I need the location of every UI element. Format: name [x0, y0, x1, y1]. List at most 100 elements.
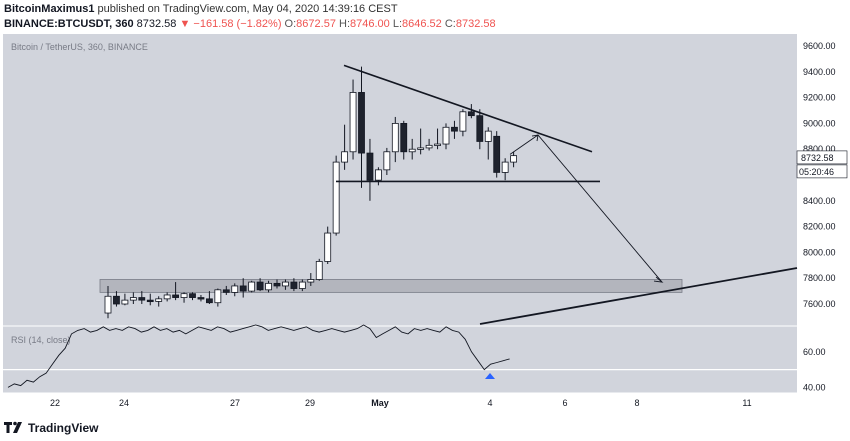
time-axis[interactable]: 22 24 27 29 May 4 6 8 11 — [50, 398, 752, 408]
candle-body[interactable] — [172, 294, 180, 298]
candle-body[interactable] — [315, 261, 323, 280]
candle-body[interactable] — [476, 115, 484, 142]
resistance-line[interactable] — [343, 64, 593, 153]
close-label: C: — [444, 18, 456, 30]
price-change: ▼ −161.58 (−1.82%) — [179, 18, 282, 30]
candle-body[interactable] — [307, 279, 315, 283]
candle-body[interactable] — [256, 281, 264, 291]
projection-arrowhead-down — [653, 276, 664, 283]
candle-body[interactable] — [121, 299, 129, 305]
candle-body[interactable] — [265, 282, 272, 291]
candle-body[interactable] — [332, 161, 340, 234]
candle-body[interactable] — [425, 144, 433, 149]
rsi-axis[interactable]: 60.00 40.00 — [803, 347, 826, 393]
candle-body[interactable] — [400, 123, 408, 153]
time-axis-label: 6 — [562, 398, 567, 408]
publish-info: BitcoinMaximus1 published on TradingView… — [4, 3, 398, 15]
ohlc-legend: BINANCE:BTCUSDT, 360 8732.58 ▼ −161.58 (… — [4, 18, 496, 30]
last-price-badge — [796, 150, 848, 165]
candle-body[interactable] — [146, 299, 154, 303]
tradingview-logo-icon[interactable] — [4, 420, 24, 434]
candle-body[interactable] — [290, 281, 298, 289]
price-axis-label: 8200.00 — [803, 222, 836, 232]
candle-body[interactable] — [222, 289, 230, 293]
candle-body[interactable] — [155, 298, 163, 302]
candle-body[interactable] — [189, 293, 196, 298]
candle-body[interactable] — [442, 126, 450, 145]
price-axis-label: 9400.00 — [803, 67, 836, 77]
candle-body[interactable] — [391, 123, 399, 153]
price-axis-label: 9600.00 — [803, 41, 836, 51]
candle-body[interactable] — [383, 151, 391, 171]
price-axis[interactable]: 9600.009400.009200.009000.008800.008600.… — [803, 41, 836, 309]
time-axis-label: May — [371, 398, 389, 408]
candle-body[interactable] — [248, 281, 256, 292]
close-value: 8732.58 — [455, 18, 496, 30]
last-price-label: 8732.58 — [801, 153, 834, 163]
candle-body[interactable] — [205, 298, 213, 304]
candle-body[interactable] — [366, 152, 374, 181]
tradingview-brand[interactable]: TradingView — [28, 421, 99, 435]
candle-body[interactable] — [417, 147, 425, 150]
candle-body[interactable] — [113, 295, 120, 305]
footer: TradingView — [0, 415, 850, 441]
rsi-axis-label: 60.00 — [803, 347, 826, 357]
candle-body[interactable] — [459, 111, 467, 132]
high-value: 8746.00 — [350, 18, 390, 30]
rsi-axis-label: 40.00 — [803, 382, 826, 392]
time-axis-label: 27 — [230, 398, 240, 408]
candle-body[interactable] — [467, 111, 475, 117]
candlestick-series[interactable] — [104, 66, 518, 319]
time-axis-label: 24 — [119, 398, 129, 408]
candle-body[interactable] — [197, 297, 205, 300]
symbol-label[interactable]: BINANCE:BTCUSDT, 360 — [4, 18, 134, 30]
candle-body[interactable] — [138, 297, 146, 301]
drawing-tools[interactable] — [336, 64, 798, 325]
low-label: L: — [392, 18, 403, 30]
countdown-label: 05:20:46 — [799, 167, 834, 177]
candle-body[interactable] — [214, 289, 222, 304]
price-axis-label: 9200.00 — [803, 93, 836, 103]
low-value: 8646.52 — [402, 18, 442, 30]
candle-body[interactable] — [374, 169, 382, 181]
chart-canvas[interactable]: Bitcoin / TetherUS, 360, BINANCE 9600.00 9… — [0, 34, 850, 415]
candle-body[interactable] — [282, 281, 289, 287]
candle-body[interactable] — [341, 151, 349, 163]
price-axis-label: 8800.00 — [803, 144, 836, 154]
candle-body[interactable] — [358, 92, 365, 154]
publish-text: published on TradingView.com, May 04, 20… — [97, 3, 398, 15]
time-axis-label: 8 — [634, 398, 639, 408]
candle-body[interactable] — [104, 295, 112, 314]
chart-title: Bitcoin / TetherUS, 360, BINANCE — [11, 42, 148, 52]
candle-body[interactable] — [493, 135, 501, 173]
price-axis-label: 8400.00 — [803, 196, 836, 206]
candle-body[interactable] — [273, 282, 281, 287]
author-name[interactable]: BitcoinMaximus1 — [4, 3, 95, 15]
time-axis-label: 11 — [742, 398, 751, 408]
candle-body[interactable] — [298, 281, 306, 289]
candle-body[interactable] — [163, 294, 171, 300]
rising-trendline[interactable] — [479, 267, 798, 325]
candle-body[interactable] — [484, 130, 492, 142]
candle-body[interactable] — [434, 143, 441, 146]
rsi-line[interactable] — [7, 324, 510, 388]
candle-body[interactable] — [510, 155, 518, 163]
candle-body[interactable] — [324, 232, 332, 262]
candle-body[interactable] — [451, 126, 458, 132]
projection-arrowhead-up — [531, 134, 539, 142]
time-axis-label: 4 — [487, 398, 492, 408]
candle-body[interactable] — [129, 297, 137, 301]
time-axis-label: 29 — [305, 398, 315, 408]
candle-body[interactable] — [231, 285, 239, 293]
open-label: O: — [284, 18, 297, 30]
candle-body[interactable] — [239, 285, 247, 292]
rsi-title: RSI (14, close) — [11, 335, 71, 345]
candle-body[interactable] — [180, 293, 188, 298]
candle-body[interactable] — [408, 148, 416, 153]
chart-pane — [3, 34, 797, 392]
high-label: H: — [339, 18, 350, 30]
candle-body[interactable] — [501, 161, 509, 173]
last-price: 8732.58 — [136, 18, 177, 30]
demand-zone[interactable] — [99, 279, 683, 293]
candle-body[interactable] — [349, 92, 357, 153]
